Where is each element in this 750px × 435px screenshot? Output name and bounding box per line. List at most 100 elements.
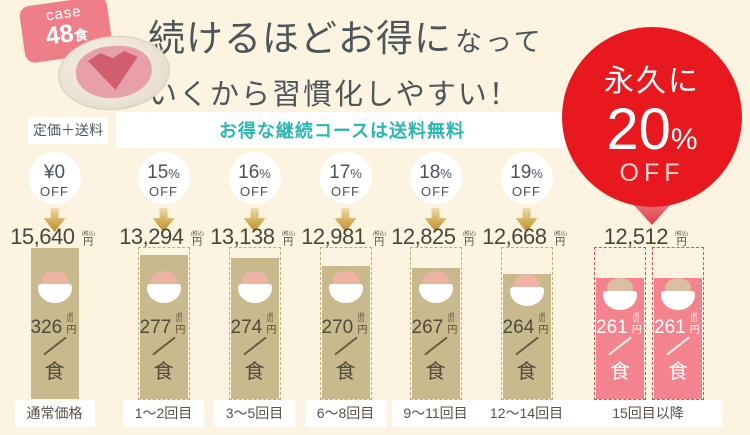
yen-label: 円 <box>538 325 549 337</box>
fraction-slash <box>514 336 539 356</box>
yen-label: 円 <box>631 325 642 337</box>
rice-bowl-icon <box>658 278 698 310</box>
percent-sign: % <box>350 166 362 181</box>
per-meal-unit: 食 <box>516 361 537 383</box>
price-unit: (税込) 円 <box>368 230 389 250</box>
discount-off-label: OFF <box>40 184 69 199</box>
price-unit: (税込) 円 <box>186 230 207 250</box>
discount-number: 16 <box>238 162 260 183</box>
title-line1-rest: なって <box>455 27 544 57</box>
bowl-cup <box>661 291 695 310</box>
tax-included-note: (税込) <box>462 230 476 237</box>
per-meal-price: 270 (税込) 円 <box>322 310 370 337</box>
price-column-6: 19% OFF 12,668 (税込) 円 264 (税込) 円食 12～14回目 <box>477 150 576 435</box>
fraction-slash <box>42 336 67 356</box>
forever-percent-sign: % <box>670 123 698 156</box>
price-bar: 277 (税込) 円食 <box>139 255 188 399</box>
full-price-dashed-box: 274 (税込) 円食 <box>228 247 281 400</box>
tax-included-note: (税込) <box>281 230 295 237</box>
rice-bowl-icon <box>507 274 547 306</box>
yen-label: 円 <box>555 237 566 248</box>
full-price-dashed-box: 270 (税込) 円食 <box>319 247 372 400</box>
list-price-label: 定価＋送料 <box>28 117 108 144</box>
price-column-4: 17% OFF 12,981 (税込) 円 270 (税込) 円食 6～8回目 <box>300 150 391 435</box>
percent-sign: % <box>440 166 452 181</box>
rice-bowl-icon <box>235 271 275 305</box>
per-meal-unit: 食 <box>44 361 65 383</box>
price-unit: (税込) 円 <box>688 310 702 337</box>
price-unit: (税込) 円 <box>671 230 692 250</box>
bowl-cup <box>418 284 453 303</box>
full-price-dashed-box: 326 (税込) 円食 <box>29 247 81 400</box>
discount-value: ¥0 <box>29 163 81 182</box>
tax-included-note: (税込) <box>266 312 274 323</box>
price-column-2: 15% OFF 13,294 (税込) 円 277 (税込) 円食 1～2回目 <box>118 150 209 435</box>
price-unit: (税込) 円 <box>264 310 278 337</box>
column-label: 12～14回目 <box>477 400 576 427</box>
price-unit: (税込) 円 <box>536 310 550 337</box>
price-unit: (税込) 円 <box>77 230 98 250</box>
column-label: 3～5回目 <box>213 400 296 427</box>
percent-sign: % <box>168 166 180 181</box>
per-meal-unit: 食 <box>610 361 630 383</box>
bar-region: 261 (税込) 円食 261 (税込) 円食 <box>588 247 708 400</box>
course-price-number: 12,512 <box>603 224 669 249</box>
page-title: 続けるほどお得に なって いくから習慣化しやすい！ <box>148 8 544 113</box>
bowl-cup <box>603 291 637 310</box>
per-meal-unit: 食 <box>335 361 356 383</box>
discount-badge: 19% OFF <box>500 152 553 204</box>
discount-number: 19 <box>510 162 532 183</box>
column-label: 1～2回目 <box>122 400 205 427</box>
discount-number: 15 <box>147 162 169 183</box>
rice-bowl-icon <box>35 271 75 305</box>
yen-label: 円 <box>283 237 294 248</box>
yen-label: 円 <box>374 237 385 248</box>
per-meal-number: 267 <box>411 317 444 338</box>
per-meal-number: 261 <box>654 317 686 339</box>
discount-number: 17 <box>329 162 351 183</box>
price-unit: (税込) 円 <box>64 310 78 337</box>
price-unit: (税込) 円 <box>458 230 479 250</box>
price-unit: (税込) 円 <box>549 230 570 250</box>
discount-badge: 17% OFF <box>319 152 372 204</box>
tax-included-note: (税込) <box>447 312 455 323</box>
course-price-number: 13,138 <box>210 224 275 249</box>
price-bar: 261 (税込) 円食 <box>654 278 702 399</box>
full-price-dashed-box: 261 (税込) 円食 <box>594 247 646 400</box>
free-shipping-banner: お得な継続コースは送料無料 <box>116 112 568 148</box>
per-meal-number: 274 <box>230 317 263 338</box>
bowl-cup <box>328 284 363 303</box>
discount-value: 19% <box>501 163 553 182</box>
bar-region: 270 (税込) 円食 <box>300 247 391 400</box>
yen-label: 円 <box>83 237 94 248</box>
bowl-cup <box>509 287 544 306</box>
price-column-1: ¥0 OFF 15,640 (税込) 円 326 (税込) 円食通常価格 <box>9 150 100 435</box>
course-price: 12,512 (税込) 円 <box>604 224 693 250</box>
forever-off-label: OFF <box>619 158 685 187</box>
title-line1: 続けるほどお得に なって <box>148 8 544 62</box>
discount-off-label: OFF <box>331 184 360 199</box>
tax-included-note: (税込) <box>357 312 365 323</box>
course-price-number: 13,294 <box>119 224 184 249</box>
course-price-number: 12,981 <box>301 224 366 249</box>
discount-off-label: OFF <box>512 184 541 199</box>
course-price: 13,138 (税込) 円 <box>210 224 299 250</box>
discount-value: 18% <box>410 163 462 182</box>
bar-region: 274 (税込) 円食 <box>209 247 300 400</box>
course-price-number: 15,640 <box>10 224 75 249</box>
per-meal-price: 326 (税込) 円 <box>31 310 79 337</box>
discount-badge: 18% OFF <box>409 152 462 204</box>
tax-included-note: (税込) <box>175 312 183 323</box>
per-meal-number: 270 <box>321 317 354 338</box>
bar-region: 267 (税込) 円食 <box>390 247 481 400</box>
bowl-cup <box>37 284 72 303</box>
tax-included-note: (税込) <box>81 230 95 237</box>
price-unit: (税込) 円 <box>355 310 369 337</box>
per-meal-number: 326 <box>30 317 63 338</box>
free-shipping-text: お得な継続コースは送料無料 <box>218 121 466 141</box>
discount-off-label: OFF <box>240 184 269 199</box>
price-unit: (税込) 円 <box>445 310 459 337</box>
fraction-slash <box>423 336 448 356</box>
bar-region: 326 (税込) 円食 <box>9 247 100 400</box>
